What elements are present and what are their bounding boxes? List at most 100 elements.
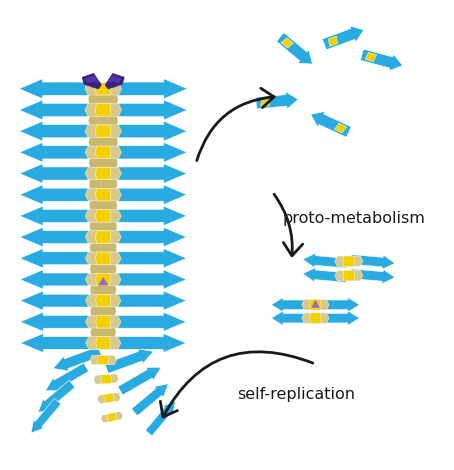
- Polygon shape: [20, 185, 103, 204]
- Polygon shape: [85, 83, 122, 95]
- Text: self-replication: self-replication: [237, 387, 355, 402]
- Polygon shape: [302, 313, 329, 323]
- Polygon shape: [311, 300, 319, 308]
- Polygon shape: [97, 392, 121, 404]
- Polygon shape: [256, 92, 298, 109]
- Polygon shape: [105, 349, 153, 373]
- Polygon shape: [20, 227, 103, 247]
- Polygon shape: [20, 334, 102, 352]
- Polygon shape: [343, 270, 355, 281]
- Polygon shape: [101, 411, 123, 423]
- Polygon shape: [20, 121, 103, 141]
- FancyArrowPatch shape: [197, 88, 274, 161]
- Polygon shape: [99, 277, 108, 285]
- Polygon shape: [271, 298, 313, 312]
- Polygon shape: [20, 291, 102, 310]
- Polygon shape: [95, 83, 111, 95]
- Polygon shape: [328, 36, 338, 47]
- Polygon shape: [303, 253, 347, 268]
- Polygon shape: [101, 374, 111, 384]
- Polygon shape: [271, 311, 313, 325]
- Polygon shape: [311, 111, 351, 137]
- Polygon shape: [86, 337, 121, 349]
- FancyArrowPatch shape: [274, 194, 303, 256]
- FancyArrowPatch shape: [160, 352, 313, 417]
- Polygon shape: [335, 256, 363, 266]
- Polygon shape: [85, 294, 121, 307]
- Polygon shape: [96, 231, 111, 243]
- Polygon shape: [89, 109, 118, 133]
- Polygon shape: [281, 38, 294, 48]
- Polygon shape: [310, 299, 321, 310]
- Polygon shape: [89, 193, 117, 217]
- Polygon shape: [303, 267, 347, 282]
- Polygon shape: [20, 312, 102, 331]
- Polygon shape: [89, 236, 117, 259]
- Polygon shape: [88, 87, 118, 111]
- Polygon shape: [351, 269, 395, 283]
- Polygon shape: [343, 256, 355, 266]
- Polygon shape: [104, 270, 187, 289]
- Polygon shape: [276, 32, 312, 64]
- Polygon shape: [90, 299, 116, 323]
- Polygon shape: [85, 188, 121, 201]
- Polygon shape: [96, 252, 111, 265]
- Polygon shape: [96, 273, 111, 286]
- Polygon shape: [96, 337, 111, 349]
- Polygon shape: [322, 26, 364, 50]
- Polygon shape: [45, 363, 89, 391]
- Polygon shape: [89, 130, 118, 154]
- Polygon shape: [89, 214, 117, 238]
- Polygon shape: [104, 121, 187, 141]
- Polygon shape: [85, 125, 122, 137]
- Polygon shape: [104, 206, 187, 226]
- Polygon shape: [85, 210, 121, 222]
- Polygon shape: [20, 142, 103, 162]
- Polygon shape: [96, 294, 111, 307]
- Polygon shape: [85, 146, 121, 158]
- Polygon shape: [38, 380, 75, 412]
- Polygon shape: [118, 367, 161, 395]
- Polygon shape: [90, 321, 116, 345]
- Polygon shape: [302, 299, 329, 310]
- Polygon shape: [19, 100, 103, 120]
- Polygon shape: [103, 79, 188, 99]
- Polygon shape: [90, 257, 117, 281]
- Polygon shape: [104, 227, 187, 247]
- Polygon shape: [105, 73, 124, 89]
- Polygon shape: [85, 252, 121, 265]
- Polygon shape: [95, 188, 111, 201]
- Polygon shape: [317, 298, 360, 312]
- Text: proto-metabolism: proto-metabolism: [283, 211, 426, 226]
- Polygon shape: [334, 123, 347, 133]
- Polygon shape: [85, 231, 121, 243]
- Polygon shape: [106, 75, 121, 83]
- Polygon shape: [90, 355, 117, 365]
- Polygon shape: [104, 291, 186, 310]
- Polygon shape: [145, 401, 175, 436]
- Polygon shape: [104, 312, 186, 331]
- Polygon shape: [104, 100, 187, 120]
- Polygon shape: [95, 104, 111, 116]
- Polygon shape: [85, 104, 122, 116]
- Polygon shape: [89, 172, 118, 196]
- Polygon shape: [360, 49, 403, 71]
- Polygon shape: [20, 249, 103, 268]
- Polygon shape: [31, 399, 61, 433]
- Polygon shape: [90, 278, 117, 302]
- Polygon shape: [85, 75, 100, 83]
- Polygon shape: [95, 125, 111, 137]
- Polygon shape: [89, 151, 118, 175]
- Polygon shape: [19, 79, 103, 99]
- Polygon shape: [85, 315, 121, 328]
- Polygon shape: [94, 374, 118, 384]
- Polygon shape: [82, 73, 101, 89]
- Polygon shape: [104, 164, 187, 183]
- Polygon shape: [96, 210, 111, 222]
- Polygon shape: [20, 270, 102, 289]
- Polygon shape: [85, 167, 121, 180]
- Polygon shape: [104, 142, 187, 162]
- Polygon shape: [96, 315, 111, 328]
- Polygon shape: [351, 255, 395, 269]
- Polygon shape: [53, 346, 102, 371]
